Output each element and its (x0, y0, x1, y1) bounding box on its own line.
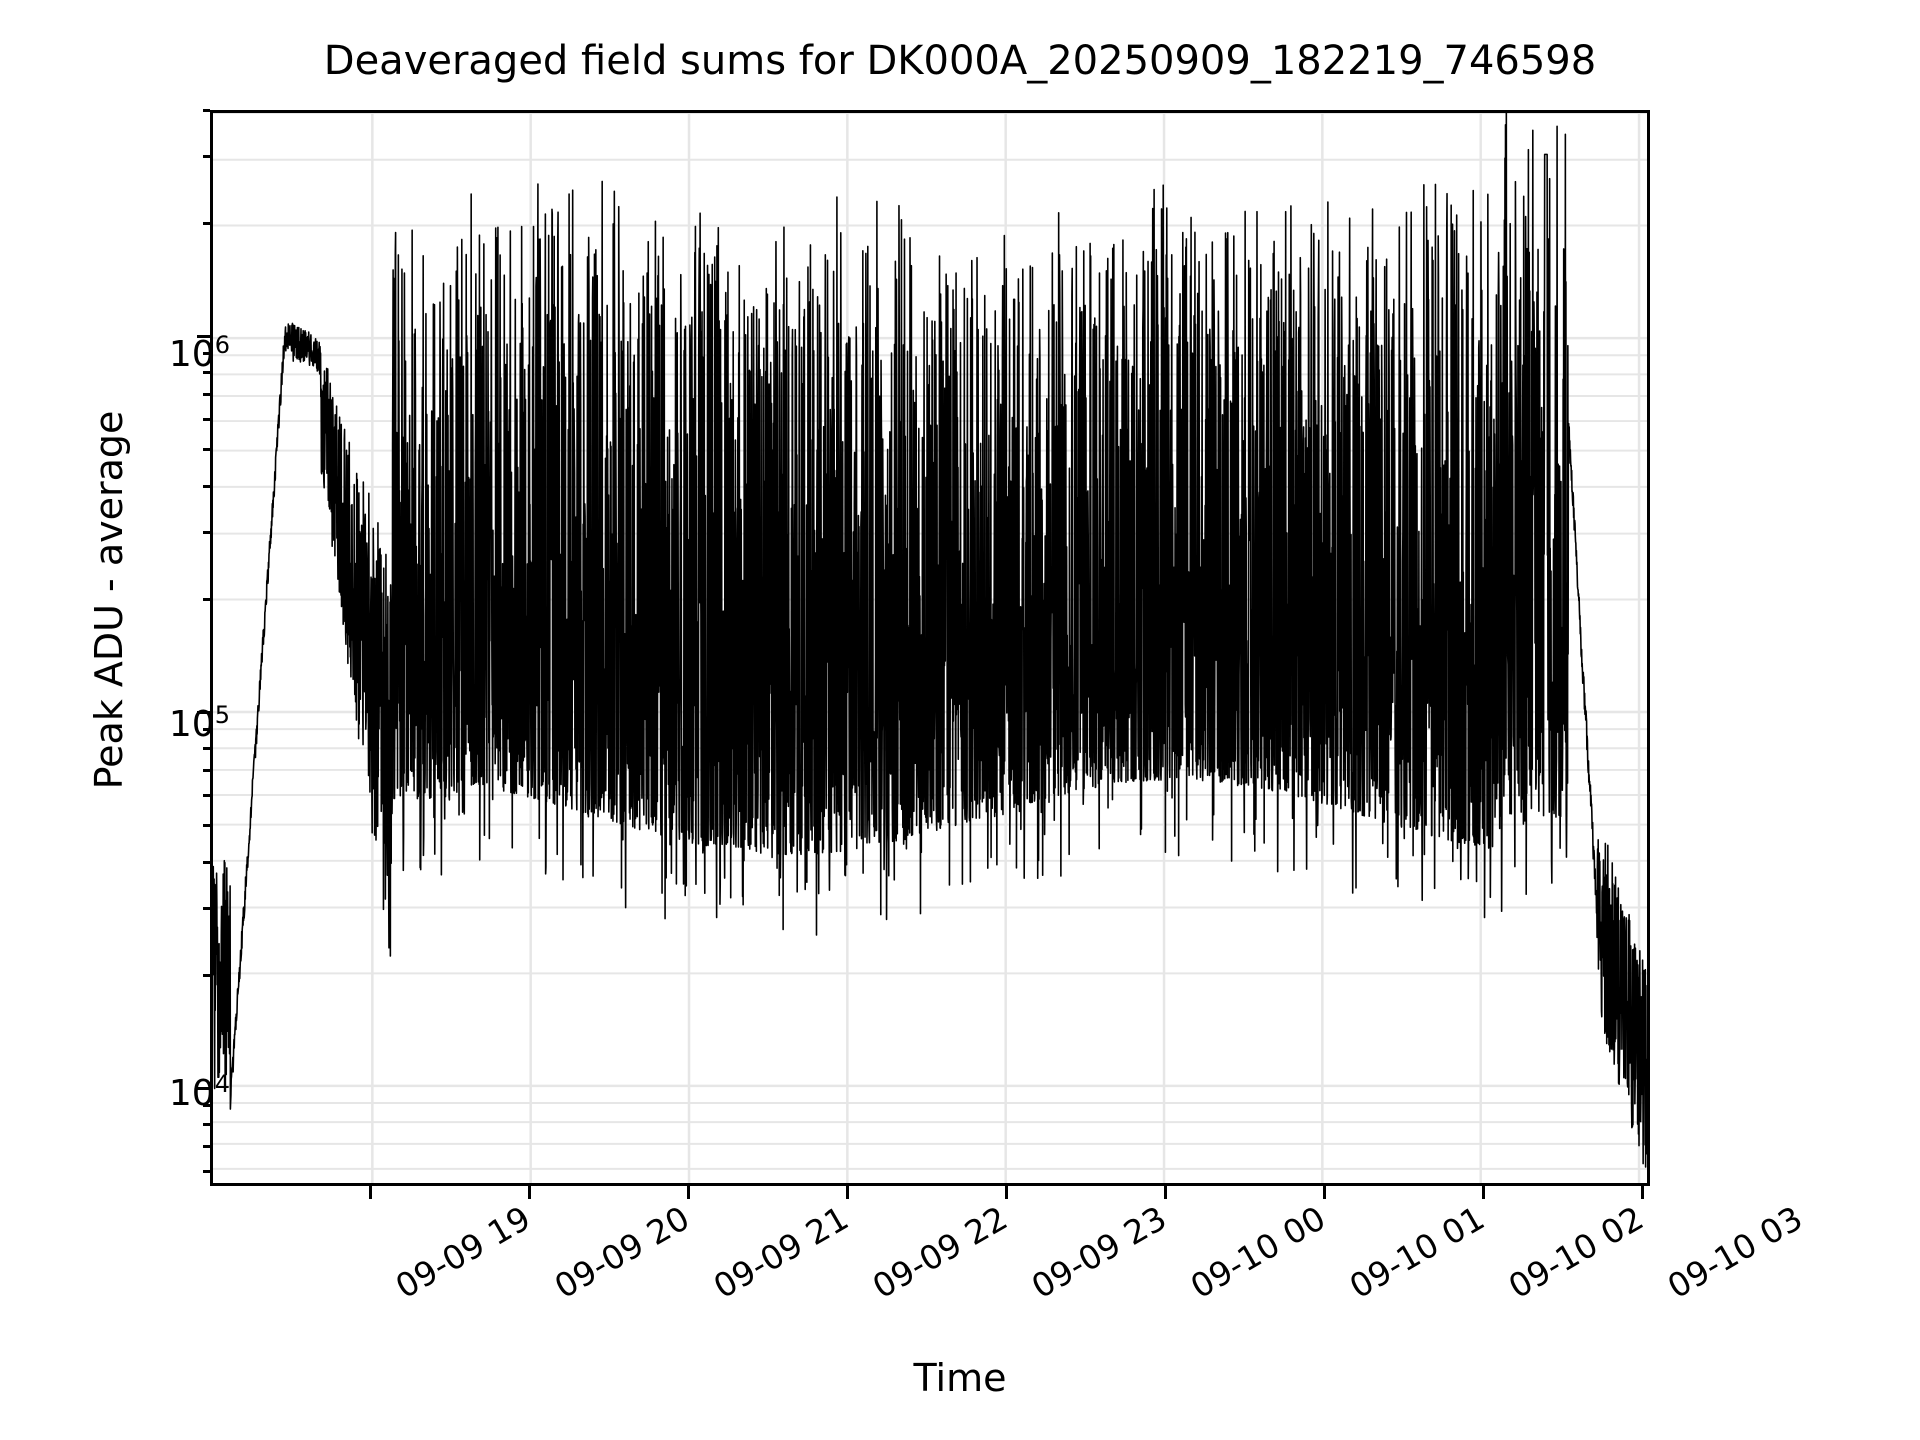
xtick-major-8 (1640, 1186, 1644, 1199)
ytick-minor (203, 747, 210, 751)
xtick-major-4 (1004, 1186, 1008, 1199)
ytick-minor (203, 1145, 210, 1149)
xtick-major-6 (1322, 1186, 1326, 1199)
ytick-minor (203, 155, 210, 159)
ytick-label-1e6: 106 (168, 331, 230, 375)
xtick-major-3 (845, 1186, 849, 1199)
plot-area (210, 110, 1650, 1186)
xtick-label-8: 09-10 03 (1660, 1198, 1809, 1307)
ytick-minor (203, 728, 210, 732)
ytick-minor (203, 221, 210, 225)
ytick-minor (203, 1104, 210, 1108)
chart-title: Deaveraged field sums for DK000A_2025090… (323, 38, 1597, 84)
plot-canvas (213, 113, 1647, 1183)
ytick-minor (203, 531, 210, 535)
xtick-label-4: 09-09 23 (1024, 1198, 1173, 1307)
xtick-label-5: 09-10 00 (1183, 1198, 1332, 1307)
xtick-major-1 (527, 1186, 531, 1199)
x-axis-label: Time (913, 1356, 1007, 1400)
xtick-label-3: 09-09 22 (865, 1198, 1014, 1307)
ytick-minor (203, 794, 210, 798)
ytick-minor (203, 824, 210, 828)
ytick-minor (203, 352, 210, 356)
ytick-major (197, 334, 210, 338)
ytick-minor (203, 418, 210, 422)
ytick-minor (203, 973, 210, 977)
ytick-minor (203, 1170, 210, 1174)
ytick-minor (203, 371, 210, 375)
xtick-label-2: 09-09 21 (706, 1198, 855, 1307)
ytick-minor (203, 484, 210, 488)
xtick-label-1: 09-09 20 (547, 1198, 696, 1307)
ytick-minor (203, 108, 210, 112)
xtick-major-2 (686, 1186, 690, 1199)
ytick-minor (203, 769, 210, 773)
ytick-label-1e4: 104 (168, 1070, 230, 1114)
xtick-label-0: 09-09 19 (388, 1198, 537, 1307)
ytick-minor (203, 1123, 210, 1127)
ytick-minor (203, 907, 210, 911)
ytick-minor (203, 860, 210, 864)
ytick-minor (203, 597, 210, 601)
y-axis-label: Peak ADU - average (87, 410, 131, 790)
data-series-line (213, 113, 1647, 1168)
xtick-major-5 (1163, 1186, 1167, 1199)
ytick-major (197, 710, 210, 714)
xtick-major-7 (1481, 1186, 1485, 1199)
xtick-major-0 (368, 1186, 372, 1199)
ytick-minor (203, 448, 210, 452)
xtick-label-6: 09-10 01 (1342, 1198, 1491, 1307)
ytick-major (197, 1086, 210, 1090)
ytick-minor (203, 393, 210, 397)
xtick-label-7: 09-10 02 (1501, 1198, 1650, 1307)
